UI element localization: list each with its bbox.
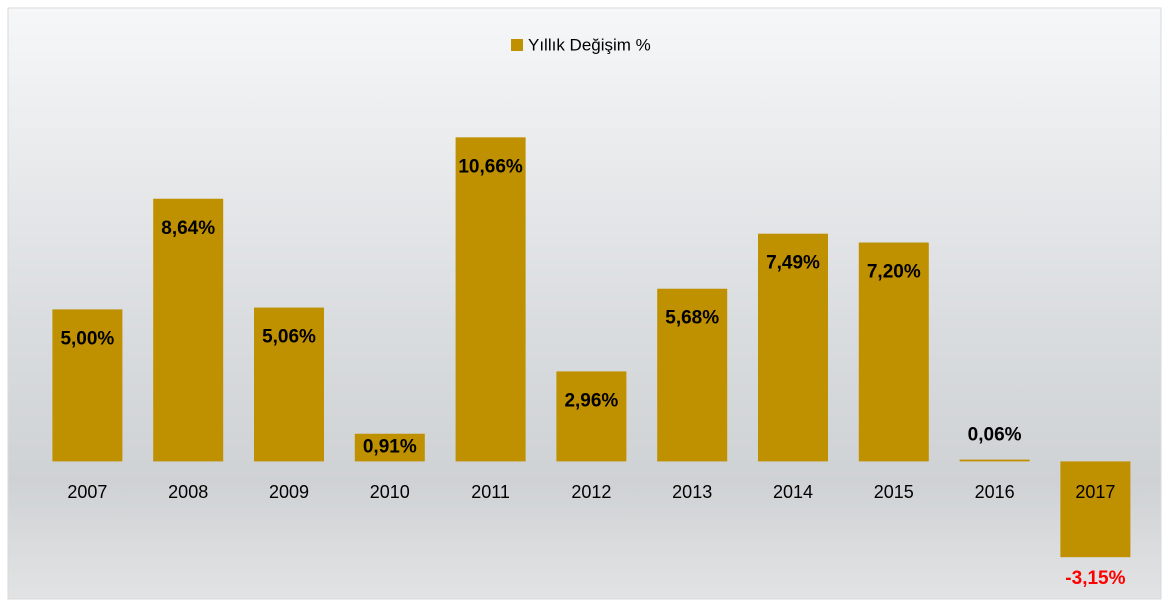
bar [455, 137, 526, 462]
bar [354, 433, 425, 462]
bar [52, 309, 123, 462]
data-label: -3,15% [1065, 568, 1125, 589]
x-tick-label: 2008 [168, 482, 208, 502]
x-tick-label: 2012 [571, 482, 611, 502]
data-label: 7,20% [867, 262, 921, 283]
bar [858, 242, 929, 462]
x-tick-label: 2015 [874, 482, 914, 502]
bar [556, 371, 627, 462]
bar [1060, 461, 1131, 558]
chart-border [7, 7, 1162, 600]
x-tick-label: 2017 [1075, 482, 1115, 502]
data-label: 5,68% [665, 308, 719, 329]
data-label: 2,96% [564, 390, 618, 411]
data-label: 5,06% [262, 327, 316, 348]
x-tick-label: 2013 [672, 482, 712, 502]
data-label: 10,66% [458, 156, 523, 177]
x-tick-label: 2010 [370, 482, 410, 502]
legend-swatch [511, 39, 523, 51]
x-tick-label: 2016 [975, 482, 1015, 502]
data-label: 5,00% [60, 328, 114, 349]
data-label: 0,91% [363, 437, 417, 458]
bar [959, 459, 1030, 462]
x-tick-label: 2009 [269, 482, 309, 502]
bar [758, 233, 828, 462]
x-tick-label: 2007 [67, 482, 107, 502]
data-label: 7,49% [766, 253, 820, 274]
legend-label: Yıllık Değişim % [528, 35, 651, 54]
bar [254, 307, 324, 462]
data-label: 0,06% [968, 425, 1022, 446]
x-tick-label: 2011 [471, 482, 510, 502]
bar [153, 198, 224, 462]
x-tick-label: 2014 [773, 482, 813, 502]
bar [657, 288, 728, 462]
data-label: 8,64% [161, 218, 215, 239]
